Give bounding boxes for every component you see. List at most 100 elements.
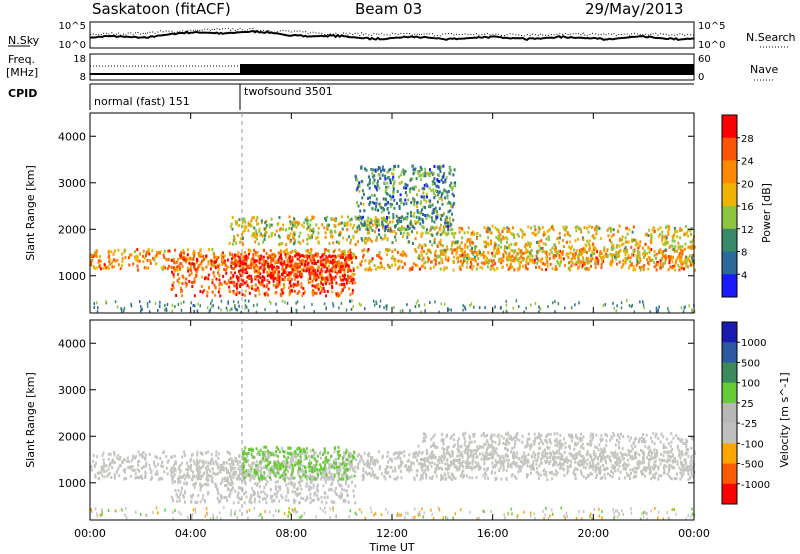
scatter-cell: [289, 220, 292, 224]
scatter-cell: [308, 281, 310, 285]
scatter-cell: [447, 232, 450, 236]
scatter-cell: [618, 254, 621, 258]
scatter-cell: [490, 471, 493, 475]
scatter-cell: [397, 259, 400, 263]
scatter-cell: [357, 240, 359, 244]
scatter-cell: [435, 184, 438, 188]
ground-scatter-cell: [349, 299, 351, 303]
scatter-cell: [610, 470, 613, 473]
scatter-cell: [361, 215, 364, 219]
scatter-cell: [556, 261, 559, 265]
scatter-cell: [366, 225, 369, 229]
scatter-cell: [290, 288, 293, 292]
scatter-cell: [348, 235, 351, 239]
colorbar-segment: [722, 160, 737, 184]
scatter-cell: [136, 268, 139, 272]
scatter-cell: [544, 452, 547, 455]
scatter-cell: [281, 262, 284, 266]
scatter-cell: [655, 454, 658, 458]
scatter-cell: [576, 260, 579, 264]
scatter-cell: [277, 279, 280, 283]
scatter-cell: [677, 241, 680, 245]
freq-label-1: Freq.: [8, 53, 35, 66]
scatter-cell: [381, 237, 384, 241]
scatter-cell: [587, 267, 590, 271]
scatter-cell: [449, 222, 452, 226]
scatter-cell: [265, 226, 268, 230]
scatter-cell: [297, 253, 300, 257]
scatter-cell: [458, 226, 461, 230]
scatter-cell: [100, 467, 103, 471]
scatter-cell: [451, 212, 453, 216]
scatter-cell: [402, 217, 405, 221]
ground-scatter-cell: [140, 305, 142, 309]
scatter-cell: [669, 265, 672, 269]
scatter-cell: [101, 473, 103, 477]
scatter-cell: [137, 450, 140, 454]
scatter-cell: [377, 179, 379, 183]
scatter-cell: [537, 471, 540, 475]
scatter-cell: [632, 253, 635, 257]
scatter-cell: [421, 473, 424, 477]
scatter-cell: [316, 471, 319, 475]
scatter-cell: [428, 171, 431, 175]
scatter-cell: [635, 456, 637, 460]
scatter-cell: [251, 486, 254, 490]
scatter-cell: [447, 259, 450, 263]
scatter-cell: [151, 476, 154, 480]
scatter-cell: [326, 267, 329, 271]
scatter-cell: [348, 218, 351, 222]
scatter-cell: [660, 458, 663, 462]
scatter-cell: [284, 275, 287, 279]
scatter-cell: [626, 226, 629, 230]
scatter-cell: [593, 248, 595, 252]
scatter-cell: [398, 204, 401, 208]
scatter-cell: [298, 235, 301, 238]
scatter-cell: [117, 263, 120, 267]
scatter-cell: [405, 254, 408, 258]
scatter-cell: [123, 470, 126, 474]
scatter-cell: [355, 256, 358, 260]
scatter-cell: [503, 249, 506, 253]
scatter-cell: [389, 205, 392, 209]
ground-scatter-cell: [171, 309, 174, 313]
scatter-cell: [532, 451, 535, 455]
scatter-cell: [369, 462, 372, 466]
scatter-cell: [511, 461, 514, 465]
scatter-cell: [326, 227, 329, 231]
scatter-cell: [542, 261, 545, 265]
scatter-cell: [323, 477, 326, 481]
scatter-cell: [482, 474, 485, 478]
scatter-cell: [384, 197, 387, 201]
scatter-cell: [145, 254, 147, 257]
scatter-cell: [302, 269, 305, 273]
scatter-cell: [581, 455, 584, 458]
ground-scatter-cell: [237, 300, 240, 304]
scatter-cell: [441, 475, 444, 479]
scatter-cell: [166, 460, 169, 464]
scatter-cell: [570, 257, 573, 261]
scatter-cell: [109, 262, 111, 266]
scatter-cell: [377, 173, 380, 177]
ground-scatter-cell: [440, 302, 442, 306]
scatter-cell: [262, 283, 265, 287]
scatter-cell: [653, 250, 656, 253]
scatter-cell: [328, 242, 331, 245]
scatter-cell: [367, 236, 370, 240]
scatter-cell: [508, 254, 511, 258]
scatter-cell: [449, 209, 452, 213]
scatter-cell: [113, 265, 116, 269]
scatter-cell: [674, 261, 677, 265]
scatter-cell: [667, 470, 670, 473]
scatter-cell: [195, 273, 198, 277]
scatter-cell: [481, 252, 484, 256]
scatter-cell: [325, 294, 328, 298]
scatter-cell: [679, 248, 682, 252]
scatter-cell: [175, 260, 178, 264]
scatter-cell: [123, 477, 126, 481]
scatter-cell: [552, 228, 555, 232]
scatter-cell: [308, 272, 311, 276]
scatter-cell: [621, 238, 623, 242]
scatter-cell: [372, 459, 375, 463]
scatter-cell: [591, 257, 594, 261]
